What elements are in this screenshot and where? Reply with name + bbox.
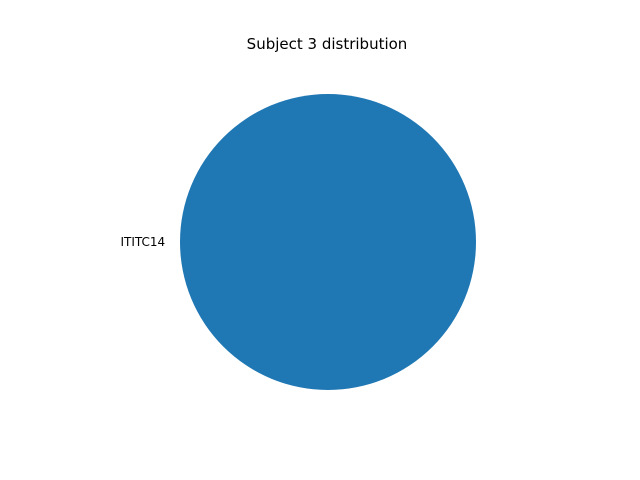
pie-slices: [180, 94, 476, 390]
pie-slice-ititc14: [180, 94, 476, 390]
pie-label-ititc14: ITITC14: [121, 235, 166, 249]
pie-labels: ITITC14: [121, 235, 166, 249]
chart-title: Subject 3 distribution: [247, 35, 408, 53]
